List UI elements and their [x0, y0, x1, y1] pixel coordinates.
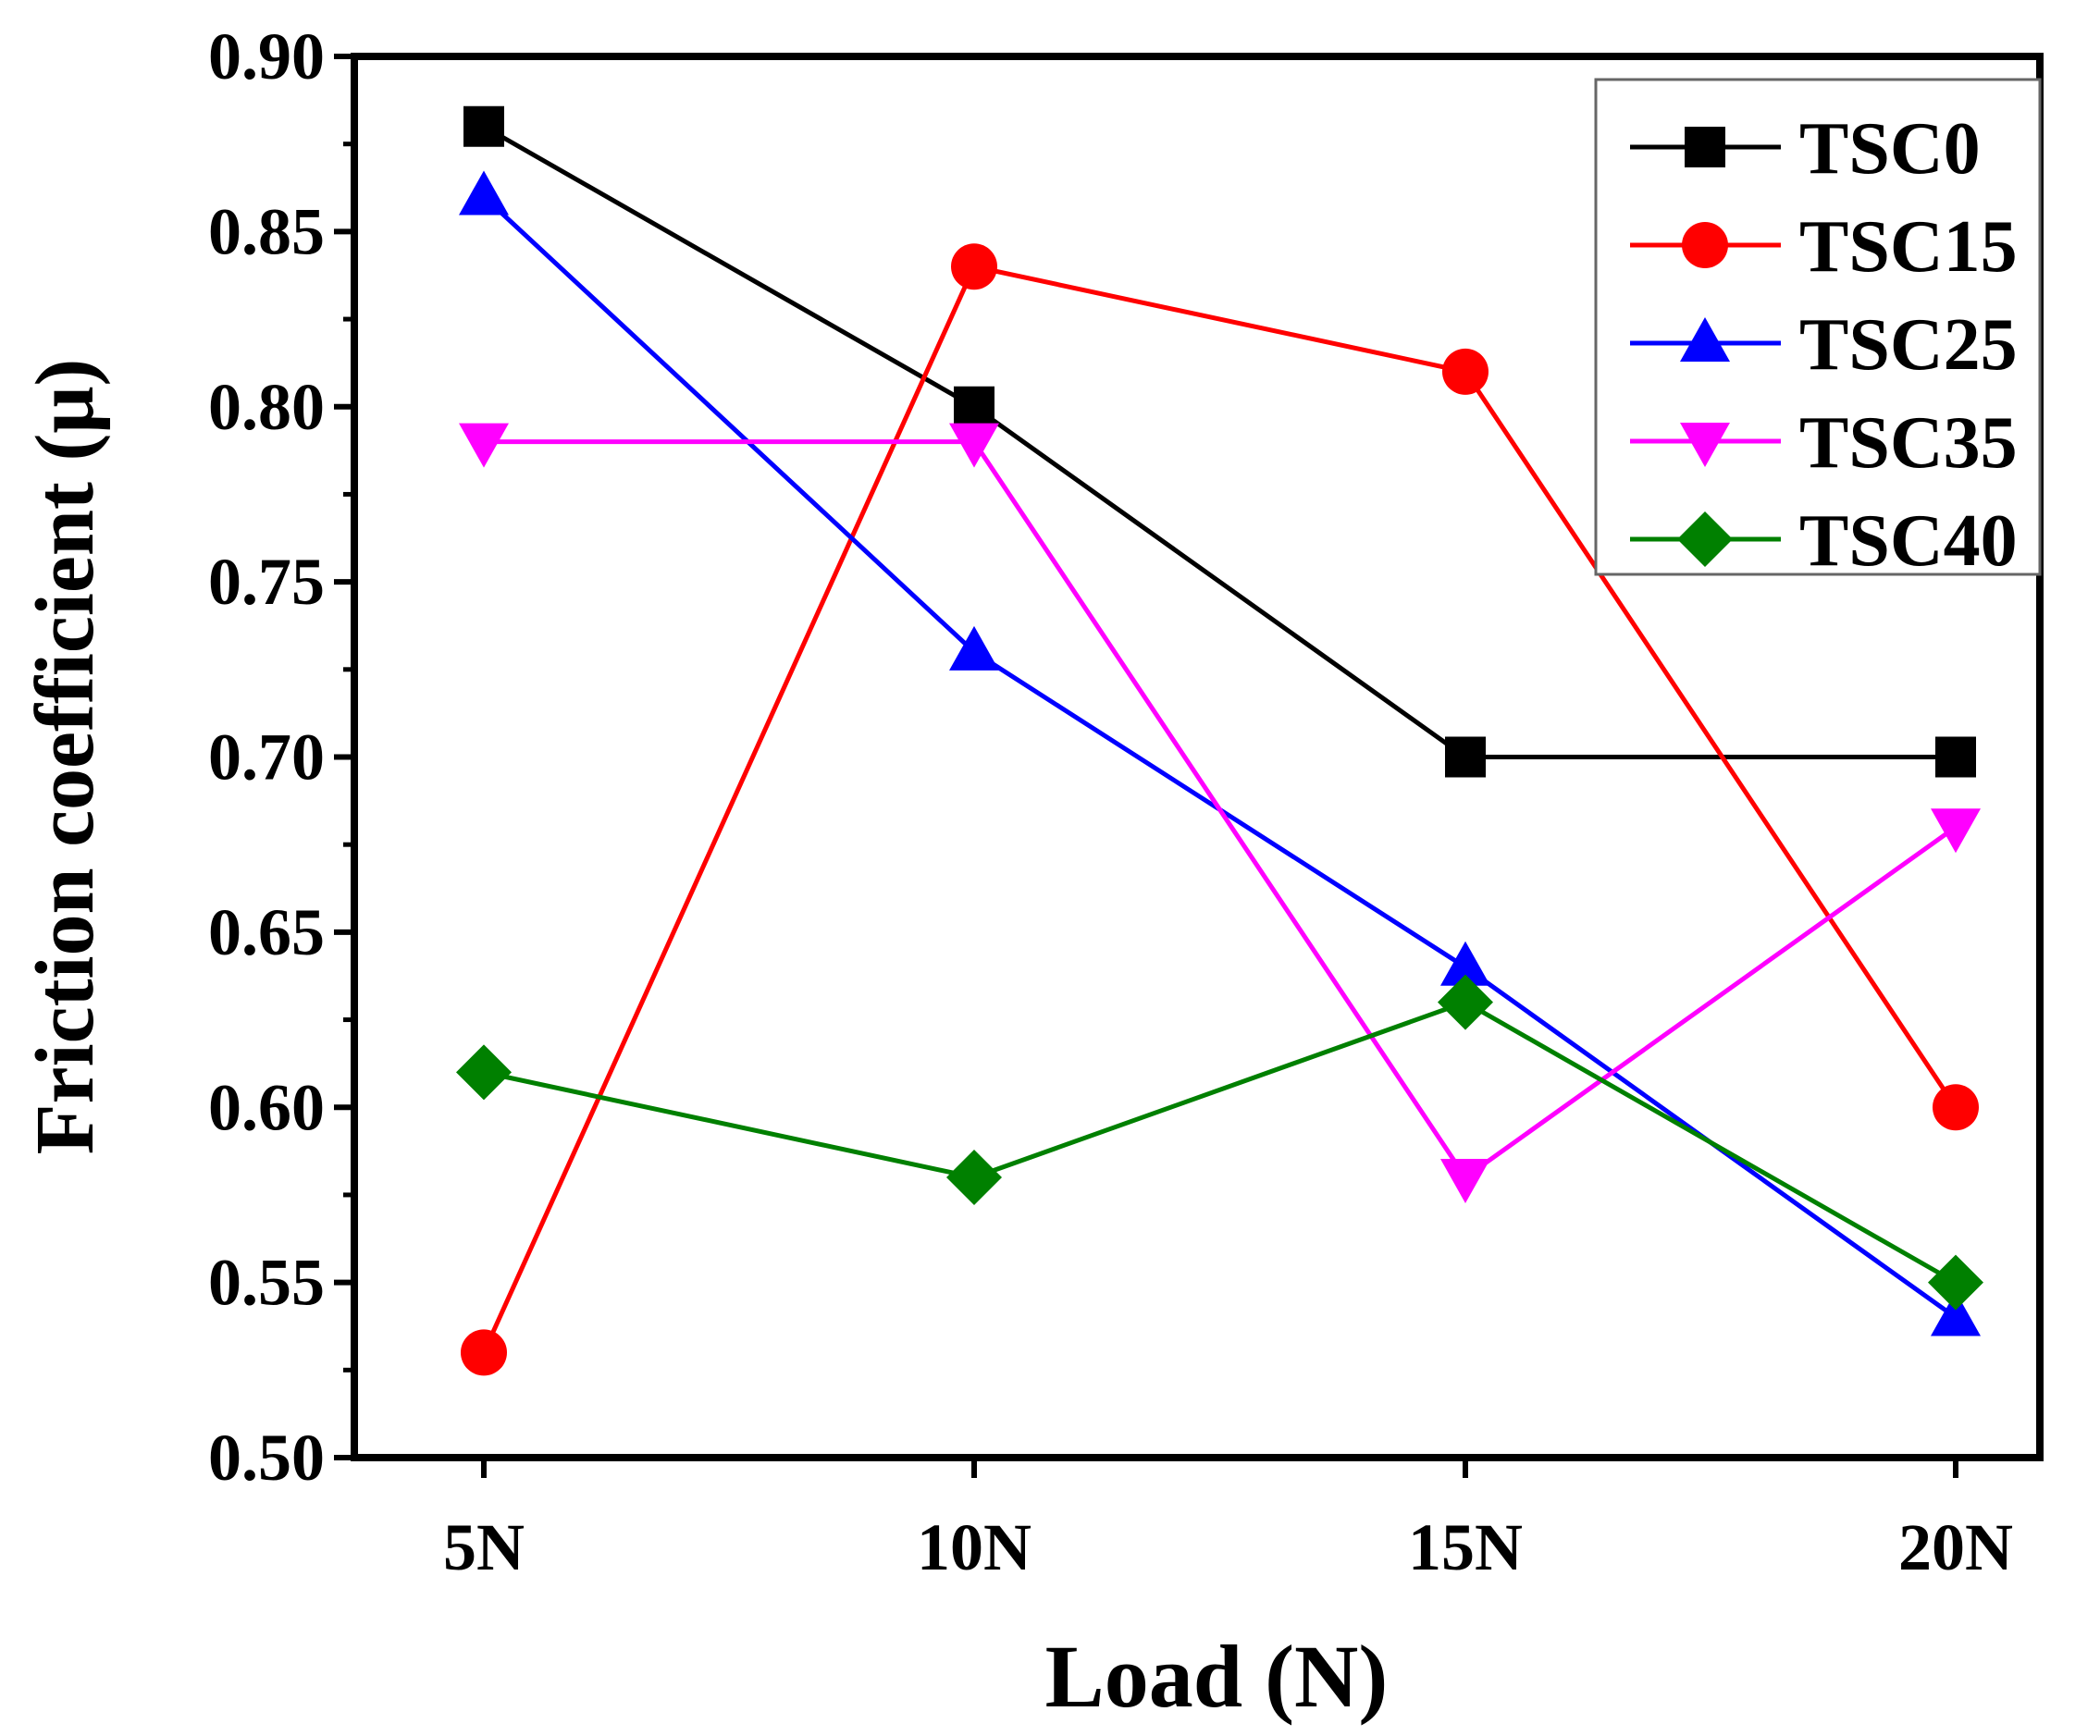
- data-point-tsc15: [1442, 348, 1489, 395]
- y-tick-label: 0.70: [208, 720, 325, 794]
- legend-box: [1594, 78, 2042, 576]
- legend-marker-tsc40: [1677, 511, 1733, 567]
- data-point-tsc0: [1445, 736, 1486, 778]
- series-line-tsc40: [483, 999, 1958, 1285]
- legend-label-tsc0: TSC0: [1799, 108, 1981, 190]
- data-point-tsc25: [459, 170, 509, 215]
- data-point-tsc35: [459, 423, 509, 468]
- data-point-tsc25: [949, 625, 999, 671]
- data-point-tsc0: [1935, 736, 1976, 778]
- x-axis-label: Load (N): [1045, 1627, 1389, 1726]
- y-tick-label: 0.65: [208, 895, 325, 969]
- plot-frame: [351, 53, 2044, 1461]
- data-point-tsc15: [1933, 1084, 1979, 1131]
- legend-label-tsc40: TSC40: [1799, 500, 2018, 582]
- legend-marker-tsc0: [1685, 127, 1725, 167]
- y-tick-label: 0.80: [208, 370, 325, 444]
- data-point-tsc25: [1440, 941, 1490, 986]
- y-tick-label: 0.55: [208, 1246, 325, 1320]
- series-line-tsc15: [481, 264, 1958, 1354]
- data-point-tsc25: [1931, 1291, 1981, 1336]
- legend-marker-tsc25: [1680, 317, 1730, 362]
- data-point-tsc35: [949, 423, 999, 468]
- x-tick-labels: 5N 10N 15N 20N: [443, 1510, 2013, 1584]
- data-point-tsc40: [946, 1150, 1002, 1205]
- y-tick-label: 0.90: [208, 19, 325, 93]
- legend-marker-tsc15: [1682, 222, 1728, 268]
- data-point-tsc40: [1928, 1254, 1983, 1311]
- series-line-tsc35: [484, 439, 1958, 1181]
- data-point-tsc35: [1440, 1159, 1490, 1203]
- y-tick-label: 0.75: [208, 545, 325, 619]
- legend-label-tsc25: TSC25: [1799, 304, 2018, 386]
- legend-label-tsc15: TSC15: [1799, 206, 2018, 288]
- data-point-tsc0: [954, 386, 994, 427]
- series-line-tsc0: [482, 124, 1956, 759]
- legend-label-tsc35: TSC35: [1799, 402, 2018, 484]
- data-point-tsc15: [951, 243, 997, 290]
- legend: TSC0 TSC15 TSC25 TSC35 TSC40: [1594, 78, 2042, 582]
- x-tick-label: 5N: [443, 1510, 525, 1584]
- y-tick-label: 0.60: [208, 1070, 325, 1144]
- data-point-tsc40: [1438, 974, 1493, 1030]
- data-point-tsc15: [461, 1329, 507, 1376]
- y-tick-labels: 0.50 0.55 0.60 0.65 0.70 0.75 0.80 0.85 0.90: [208, 19, 325, 1495]
- data-point-tsc0: [463, 105, 504, 147]
- y-tick-label: 0.50: [208, 1421, 325, 1495]
- data-point-tsc40: [456, 1044, 512, 1101]
- x-tick-label: 10N: [917, 1510, 1031, 1584]
- x-tick-label: 15N: [1408, 1510, 1523, 1584]
- y-axis-label: Friction coefficient (μ): [19, 359, 111, 1155]
- series-lines: [481, 124, 1958, 1354]
- legend-marker-tsc35: [1680, 423, 1730, 467]
- x-tick-label: 20N: [1898, 1510, 2013, 1584]
- data-point-tsc35: [1931, 808, 1981, 854]
- series-markers: [456, 105, 1983, 1376]
- y-tick-label: 0.85: [208, 194, 325, 268]
